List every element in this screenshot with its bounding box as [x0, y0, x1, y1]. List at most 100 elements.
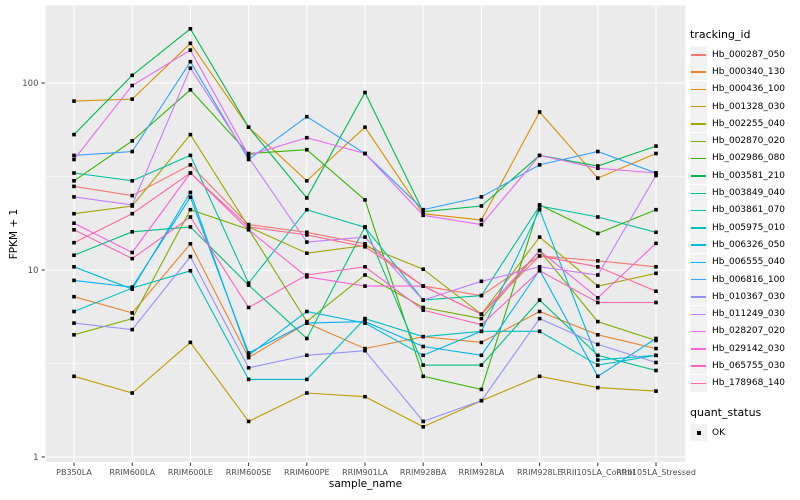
legend-color-line [691, 71, 706, 73]
data-point [596, 374, 600, 379]
legend-entry: Hb_029142_030 [690, 340, 800, 358]
data-point [130, 193, 134, 198]
data-point [363, 245, 367, 249]
legend-entry-label: Hb_011249_030 [712, 309, 786, 320]
data-point [130, 285, 134, 289]
legend-color-line [691, 365, 706, 367]
legend-entry: Hb_000436_100 [690, 80, 800, 98]
legend-key-icon [690, 115, 707, 133]
data-point [421, 284, 425, 288]
data-point [363, 225, 367, 230]
data-point [130, 179, 134, 183]
legend-key-icon [690, 184, 707, 202]
data-point [421, 305, 425, 310]
data-point [305, 196, 309, 200]
data-point [596, 385, 600, 390]
data-point [654, 271, 658, 276]
legend-title-tracking-id: tracking_id [690, 28, 751, 41]
data-point [72, 294, 76, 299]
legend-entry: Hb_006555_040 [690, 253, 800, 271]
data-point [305, 336, 309, 341]
data-point [305, 251, 309, 255]
data-point [72, 228, 76, 232]
data-point [188, 59, 193, 64]
data-point [188, 190, 193, 195]
data-point [654, 230, 658, 235]
data-point [72, 309, 76, 314]
data-point [130, 83, 134, 88]
x-tick-label: RRIM600SE [226, 468, 272, 477]
data-point [246, 228, 251, 232]
data-point [537, 235, 542, 239]
x-axis-title: sample_name [328, 478, 403, 490]
data-point [305, 207, 309, 212]
data-point [305, 309, 309, 314]
legend-entry-quant-ok: OK [690, 424, 800, 442]
x-tick-label: RRII105LA_Stressed [616, 468, 696, 477]
legend-entry-label: Hb_002986_080 [712, 153, 786, 164]
y-tick-label: 1 [33, 453, 38, 463]
legend-entry-label: Hb_178968_140 [712, 378, 786, 389]
data-point [654, 360, 658, 365]
legend-key-icon [690, 253, 707, 271]
data-point [596, 284, 600, 288]
data-point [654, 346, 658, 351]
data-point [246, 377, 251, 382]
data-point [72, 171, 76, 175]
quant-status-key-icon [690, 424, 707, 442]
legend-key-icon [690, 167, 707, 185]
legend-entry-label: Hb_002255_040 [712, 118, 786, 129]
data-point [421, 207, 425, 212]
data-point [654, 265, 658, 269]
legend-color-line [691, 330, 706, 333]
data-point [72, 211, 76, 216]
data-point [130, 391, 134, 395]
data-point [363, 90, 367, 95]
data-point [130, 316, 134, 321]
x-tick-label: RRII105LA_Control [561, 468, 635, 477]
legend-color-line [691, 261, 706, 264]
data-point [596, 319, 600, 324]
legend-key-icon [690, 305, 707, 323]
data-point [188, 132, 193, 137]
data-point [596, 231, 600, 236]
data-point [421, 353, 425, 358]
data-point [537, 309, 542, 314]
data-point [479, 293, 484, 298]
data-point [654, 300, 658, 305]
legend-key-icon [690, 132, 707, 150]
x-tick-label: PB350LA [56, 468, 92, 477]
legend-key-icon [690, 340, 707, 358]
data-point [188, 225, 193, 229]
legend-entry: Hb_002255_040 [690, 115, 800, 133]
data-point [246, 305, 251, 310]
data-point [305, 391, 309, 395]
data-point [188, 48, 193, 52]
data-point [246, 125, 251, 129]
x-tick-label: RRIM928LE [517, 468, 562, 477]
data-point [654, 151, 658, 156]
data-point [596, 176, 600, 180]
data-point [305, 273, 309, 277]
data-point [305, 135, 309, 140]
legend-entry: Hb_003861_070 [690, 201, 800, 219]
data-point [246, 355, 251, 360]
legend-key-icon [690, 357, 707, 375]
data-point [130, 230, 134, 234]
data-point [246, 157, 251, 162]
legend-entry-label: Hb_000436_100 [712, 84, 786, 95]
legend-entry-label: Hb_001328_030 [712, 101, 786, 112]
data-point [305, 240, 309, 244]
data-point [537, 153, 542, 158]
data-point [246, 155, 251, 160]
data-point [479, 363, 484, 367]
data-point [479, 218, 484, 222]
data-point [537, 254, 542, 258]
data-point [72, 184, 76, 189]
legend-title-quant-status: quant_status [690, 405, 762, 419]
data-point [596, 342, 600, 347]
data-point [363, 235, 367, 239]
legend-key-icon [690, 46, 707, 64]
data-point [421, 298, 425, 302]
legend-color-line [691, 157, 706, 160]
